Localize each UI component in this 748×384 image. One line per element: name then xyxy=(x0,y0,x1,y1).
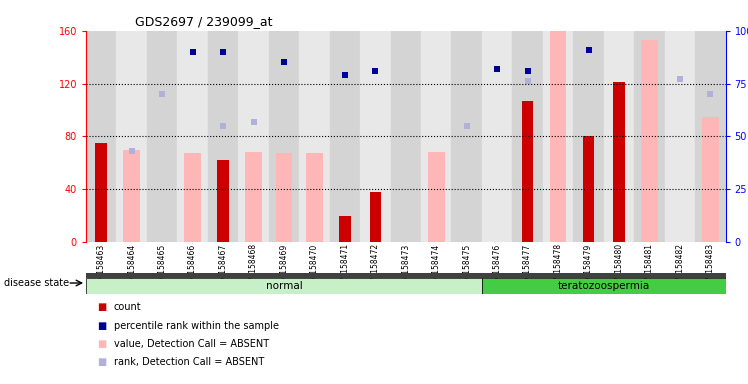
Bar xyxy=(177,31,208,242)
Bar xyxy=(522,101,533,242)
Bar xyxy=(482,31,512,242)
Bar xyxy=(634,31,665,242)
Bar xyxy=(665,31,695,242)
Bar xyxy=(86,278,482,294)
Bar xyxy=(217,160,229,242)
Bar xyxy=(583,136,595,242)
Bar xyxy=(306,154,323,242)
Bar xyxy=(86,273,726,278)
Bar xyxy=(96,143,107,242)
Text: count: count xyxy=(114,302,141,312)
Bar xyxy=(573,31,604,242)
Bar xyxy=(428,152,444,242)
Bar xyxy=(695,31,726,242)
Bar xyxy=(512,31,543,242)
Bar xyxy=(86,31,117,242)
Text: rank, Detection Call = ABSENT: rank, Detection Call = ABSENT xyxy=(114,358,264,367)
Bar xyxy=(370,192,381,242)
Bar xyxy=(245,152,262,242)
Bar xyxy=(550,31,566,242)
Bar xyxy=(702,116,719,242)
Text: GDS2697 / 239099_at: GDS2697 / 239099_at xyxy=(135,15,272,28)
Bar xyxy=(390,31,421,242)
Bar xyxy=(421,31,452,242)
Text: percentile rank within the sample: percentile rank within the sample xyxy=(114,321,279,331)
Bar xyxy=(117,31,147,242)
Bar xyxy=(543,31,573,242)
Bar xyxy=(184,154,201,242)
Bar xyxy=(330,31,360,242)
Bar xyxy=(339,215,351,242)
Text: normal: normal xyxy=(266,281,302,291)
Bar xyxy=(613,82,625,242)
Bar xyxy=(147,31,177,242)
Bar xyxy=(360,31,390,242)
Bar xyxy=(123,149,140,242)
Text: teratozoospermia: teratozoospermia xyxy=(557,281,650,291)
Bar xyxy=(239,31,269,242)
Text: value, Detection Call = ABSENT: value, Detection Call = ABSENT xyxy=(114,339,269,349)
Text: disease state: disease state xyxy=(4,278,69,288)
Text: ■: ■ xyxy=(97,358,106,367)
Bar xyxy=(269,31,299,242)
Text: ■: ■ xyxy=(97,302,106,312)
Bar xyxy=(299,31,330,242)
Bar xyxy=(641,40,657,242)
Bar xyxy=(482,278,726,294)
Bar xyxy=(604,31,634,242)
Bar xyxy=(275,154,292,242)
Text: ■: ■ xyxy=(97,339,106,349)
Text: ■: ■ xyxy=(97,321,106,331)
Bar xyxy=(208,31,239,242)
Bar xyxy=(452,31,482,242)
